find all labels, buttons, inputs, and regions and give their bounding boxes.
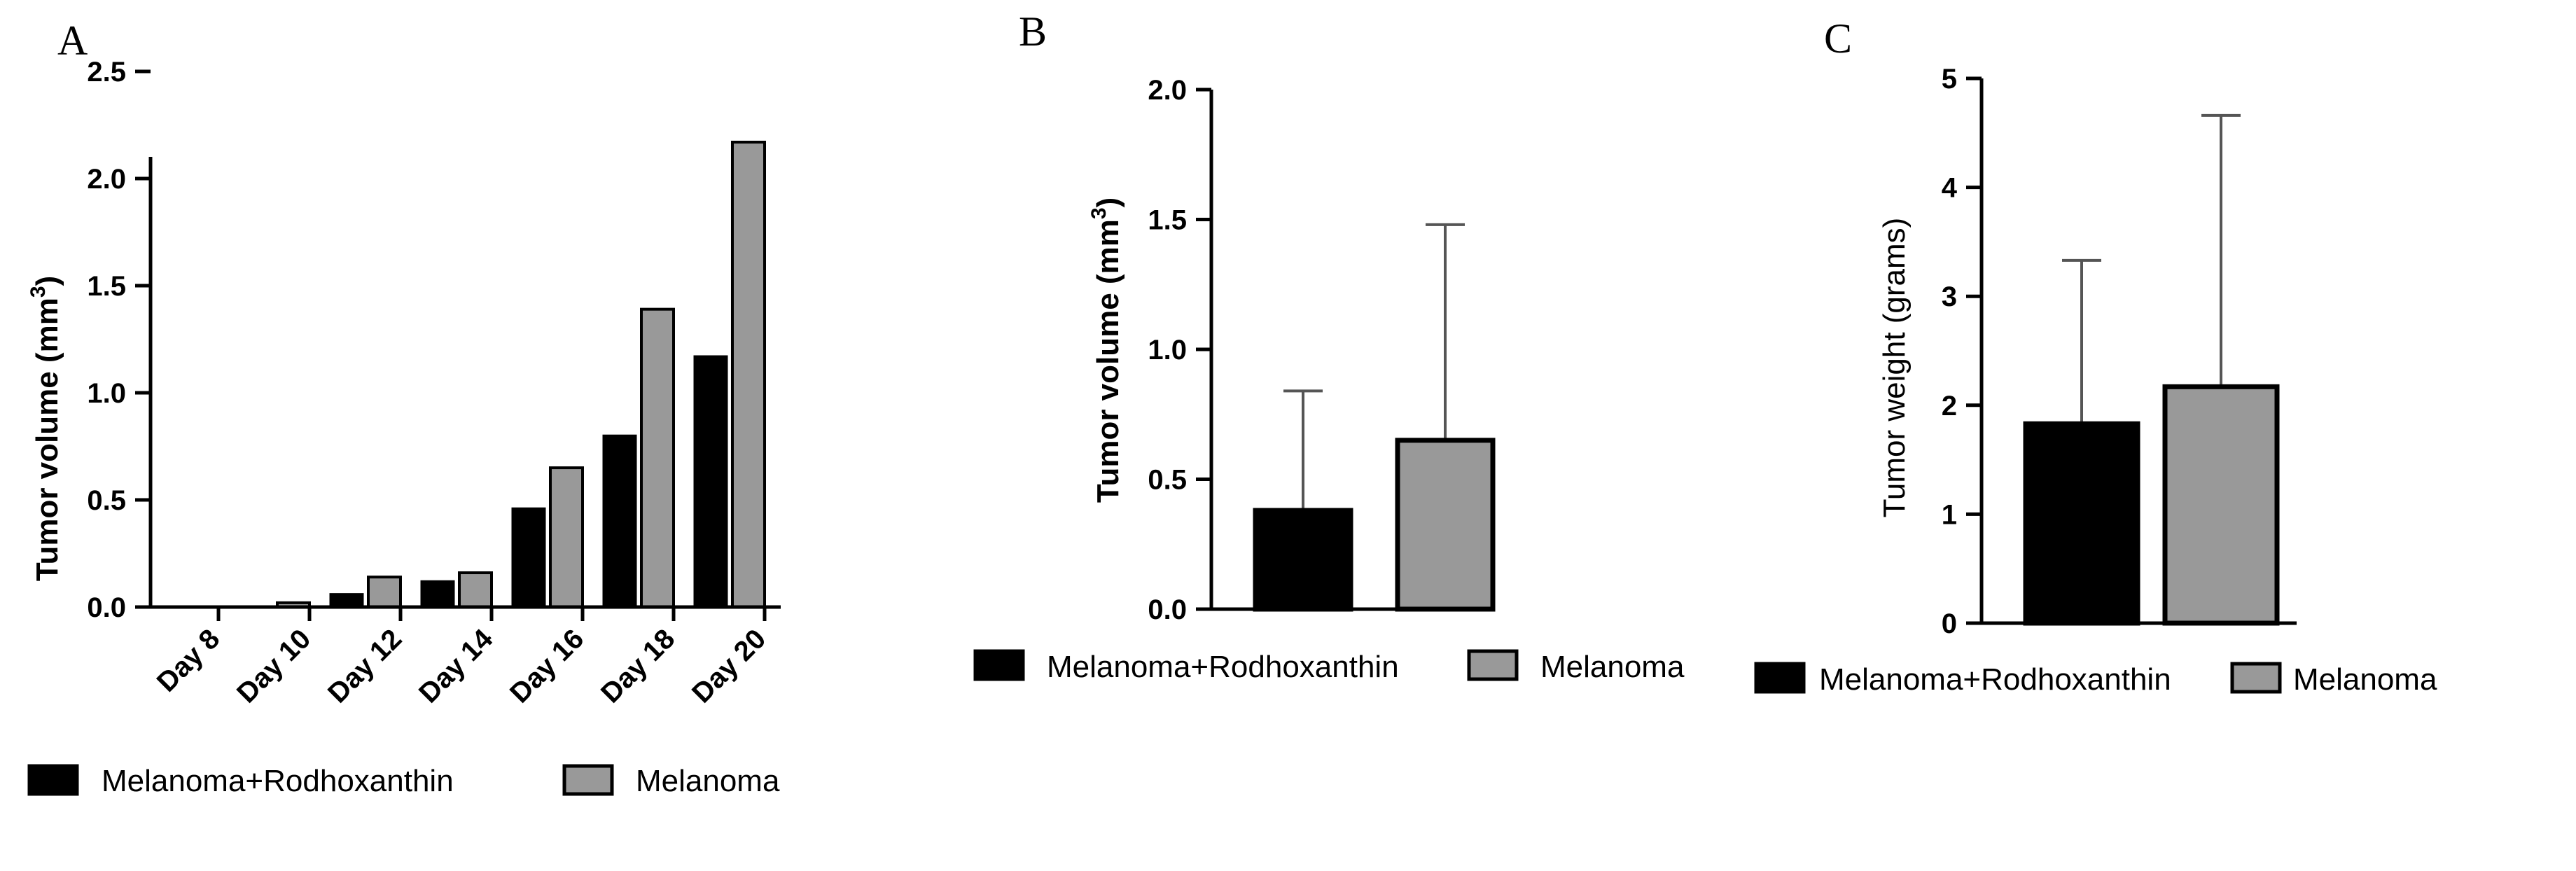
panel-c-letter: C: [1824, 15, 1852, 62]
panel-c-legend-label-treated: Melanoma+Rodhoxanthin: [1819, 662, 2171, 697]
panel-c: C Tumor weight (grams) 0 1 2 3 4 5 Melanoma+R…: [1754, 15, 2437, 697]
panel-b-bars: [1253, 223, 1496, 612]
panel-a: A Tumor volume (mm3) 0.00.51.01.52.02.5 …: [27, 18, 781, 798]
panel-c-legend-swatch-treated: [1754, 662, 1806, 694]
panel-c-legend-label-control: Melanoma: [2293, 662, 2437, 697]
panel-c-bars: [2023, 113, 2280, 626]
panel-a-x-tick-label: Day 16: [504, 623, 590, 709]
panel-b-legend-swatch-control: [1467, 649, 1519, 681]
panel-a-bars: [276, 140, 766, 609]
panel-b-legend-label-control: Melanoma: [1540, 650, 1685, 684]
panel-c-y-ticks: 0 1 2 3 4 5: [1942, 64, 1982, 639]
panel-b-y-tick-label: 2.0: [1148, 75, 1187, 106]
panel-a-x-tick-label: Day 14: [413, 623, 499, 709]
panel-a-bar-control: [640, 307, 675, 608]
panel-a-y-ticks: 0.0 0.5 1.0 1.5 2.0 2.5: [87, 57, 151, 623]
panel-a-x-tick-label: Day 18: [595, 623, 681, 709]
panel-b-y-tick-label: 1.0: [1148, 335, 1187, 365]
panel-c-y-tick-label: 3: [1942, 281, 1957, 312]
panel-a-legend-swatch-treated: [27, 764, 79, 796]
panel-b: B Tumor volume (mm3) 0.0 0.5 1.0 1.5 2.0 Mel…: [973, 8, 1685, 684]
panel-a-bar-treated: [602, 434, 637, 608]
panel-a-y-tick-label: 0.0: [87, 592, 126, 623]
panel-a-x-tick-label: Day 10: [231, 623, 316, 709]
panel-c-bar-control: [2162, 384, 2280, 626]
panel-a-legend-label-control: Melanoma: [636, 764, 780, 798]
panel-a-y-tick-label: 0.5: [87, 485, 126, 516]
panel-b-y-tick-label: 0.5: [1148, 465, 1187, 496]
panel-c-y-tick-label: 1: [1942, 499, 1957, 530]
panel-a-x-ticks: Day 8 Day 10 Day 12 Day 14 Day 16 Day 18 Day 2…: [151, 607, 772, 709]
panel-a-y-axis-label: Tumor volume (mm3): [27, 276, 64, 581]
panel-a-y-tick-label: 1.0: [87, 378, 126, 409]
panel-a-bar-treated: [693, 355, 728, 608]
panel-a-bar-control: [367, 576, 402, 608]
panel-a-bar-treated: [329, 593, 364, 608]
panel-b-legend: Melanoma+Rodhoxanthin Melanoma: [973, 649, 1685, 684]
panel-a-y-tick-label: 2.0: [87, 164, 126, 195]
panel-a-y-tick-label: 1.5: [87, 271, 126, 302]
panel-b-y-tick-label: 1.5: [1148, 205, 1187, 236]
panel-a-x-tick-label: Day 20: [686, 623, 772, 709]
panel-c-legend: Melanoma+Rodhoxanthin Melanoma: [1754, 662, 2437, 697]
panel-b-bar-treated: [1253, 508, 1353, 612]
panel-c-y-tick-label: 5: [1942, 64, 1957, 95]
panel-a-bar-control: [458, 571, 493, 608]
panel-c-y-tick-label: 0: [1942, 608, 1957, 639]
panel-b-letter: B: [1019, 8, 1047, 55]
panel-b-y-tick-label: 0.0: [1148, 594, 1187, 625]
panel-a-letter: A: [57, 18, 88, 64]
panel-b-legend-label-treated: Melanoma+Rodhoxanthin: [1047, 650, 1399, 684]
panel-a-bar-treated: [420, 580, 455, 608]
panel-b-legend-swatch-treated: [973, 649, 1025, 681]
panel-b-y-ticks: 0.0 0.5 1.0 1.5 2.0: [1148, 75, 1211, 625]
panel-a-bar-treated: [511, 507, 546, 608]
panel-a-x-tick-label: Day 12: [322, 623, 408, 709]
panel-a-legend-swatch-control: [562, 764, 614, 796]
panel-a-x-tick-label: Day 8: [151, 623, 226, 698]
panel-a-y-tick-label: 2.5: [87, 57, 126, 88]
panel-c-legend-swatch-control: [2230, 662, 2282, 694]
panel-a-bar-control: [731, 140, 766, 609]
panel-c-y-tick-label: 2: [1942, 391, 1957, 421]
panel-a-legend-label-treated: Melanoma+Rodhoxanthin: [102, 764, 454, 798]
panel-b-y-axis-label: Tumor volume (mm3): [1087, 197, 1125, 503]
panel-a-bar-control: [549, 466, 584, 608]
panel-c-y-tick-label: 4: [1942, 173, 1958, 204]
panel-c-y-axis-label: Tumor weight (grams): [1877, 218, 1912, 518]
panel-a-legend: Melanoma+Rodhoxanthin Melanoma: [27, 764, 780, 798]
panel-b-bar-control: [1395, 438, 1496, 612]
panel-c-bar-treated: [2023, 421, 2140, 626]
